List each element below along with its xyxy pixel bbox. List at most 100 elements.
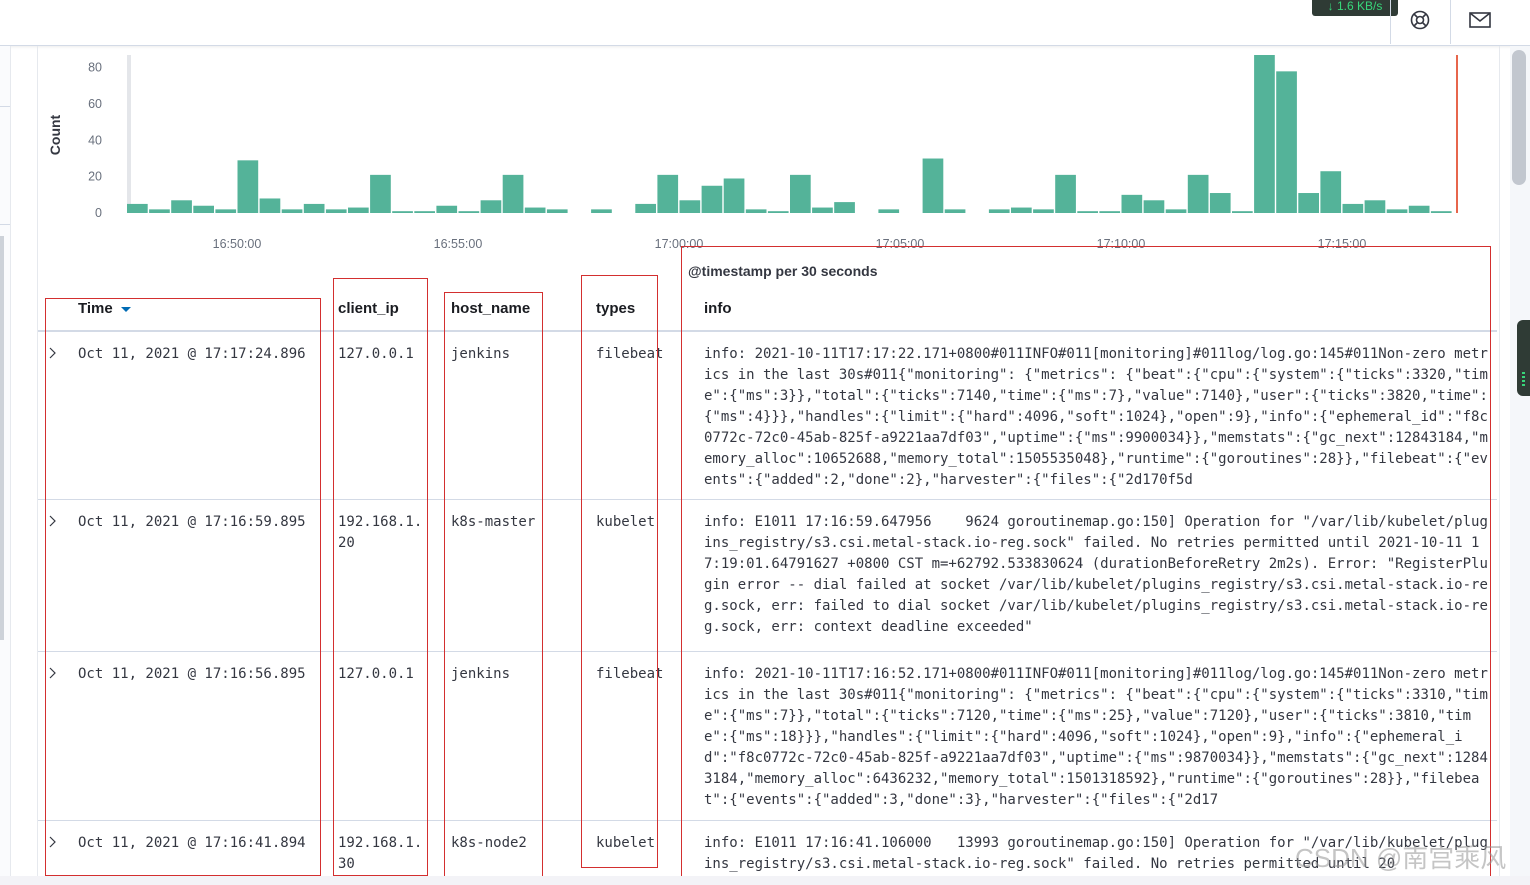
histogram-bar[interactable] [944,209,966,213]
mail-button[interactable] [1450,0,1509,44]
histogram-bar[interactable] [767,211,789,213]
histogram-bar[interactable] [745,209,767,213]
histogram-bars[interactable] [127,55,1458,214]
histogram-bar[interactable] [1055,174,1076,213]
histogram-bar[interactable] [1386,209,1408,213]
histogram-bar[interactable] [1430,211,1452,213]
histogram-bar[interactable] [1320,171,1342,213]
histogram-bar[interactable] [303,203,325,213]
x-tick-label: 17:05:00 [876,237,925,251]
network-speed-badge: ↓ 1.6 KB/s [1312,0,1398,16]
y-tick-label: 60 [88,97,102,111]
table-row[interactable]: Oct 11, 2021 @ 17:16:59.895 192.168.1.20… [38,499,1497,652]
histogram-bar[interactable] [1408,205,1430,213]
histogram-bar[interactable] [922,158,944,213]
column-header-info[interactable]: info [704,300,732,317]
histogram-bar[interactable] [1298,193,1319,213]
histogram-bar[interactable] [171,200,192,213]
histogram-bar[interactable] [436,205,458,213]
histogram-bar[interactable] [259,198,281,213]
histogram-bar[interactable] [458,211,480,213]
histogram-bar[interactable] [1077,211,1098,213]
histogram-bar[interactable] [679,200,701,213]
expand-row-icon[interactable] [48,666,58,680]
column-header-client-ip[interactable]: client_ip [338,300,399,317]
expand-row-icon[interactable] [48,514,58,528]
histogram-bar[interactable] [701,185,723,213]
expand-row-icon[interactable] [48,835,58,849]
column-header-types[interactable]: types [596,300,636,317]
histogram-bar[interactable] [657,174,679,213]
histogram-bar[interactable] [878,209,900,213]
y-axis-line [127,55,131,213]
histogram-bar[interactable] [149,209,170,213]
help-button[interactable] [1390,0,1449,44]
histogram-bar[interactable] [1232,211,1253,213]
histogram-bar[interactable] [1099,211,1121,213]
cell-time: Oct 11, 2021 @ 17:16:59.895 [78,514,306,530]
column-header-time[interactable]: Time [78,298,131,320]
histogram-bar[interactable] [215,209,237,213]
cell-client-ip: 127.0.0.1 [338,666,414,682]
x-axis-label: @timestamp per 30 seconds [688,263,878,279]
histogram-bar[interactable] [812,207,833,213]
left-nav-strip [0,46,11,885]
histogram-bar[interactable] [988,209,1010,213]
bottom-edge [0,876,1530,885]
histogram-bar[interactable] [1033,209,1054,213]
histogram-bar[interactable] [1276,71,1297,214]
cell-host-name: k8s-master [451,514,536,530]
expand-row-icon[interactable] [48,346,58,360]
cell-types: kubelet [596,514,656,530]
histogram-bar[interactable] [348,207,369,213]
histogram-chart[interactable]: 0 20 40 60 80 16:50:00 16:55:00 17:00:00 17:05:… [0,0,1500,290]
side-widget-handle[interactable] [1517,320,1530,396]
histogram-bar[interactable] [546,209,568,213]
table-row[interactable]: Oct 11, 2021 @ 17:16:56.895 127.0.0.1 je… [38,651,1497,821]
histogram-bar[interactable] [237,160,259,213]
histogram-bar[interactable] [1121,194,1143,213]
histogram-bar[interactable] [414,211,435,213]
histogram-bar[interactable] [1165,209,1187,213]
histogram-bar[interactable] [1187,174,1209,213]
cell-types: filebeat [596,346,664,362]
y-tick-label: 0 [95,206,102,220]
histogram-bar[interactable] [834,202,855,213]
histogram-bar[interactable] [1364,200,1386,213]
histogram-bar[interactable] [1342,203,1364,213]
histogram-bar[interactable] [723,178,745,213]
histogram-bar[interactable] [281,209,303,213]
histogram-bar[interactable] [524,207,546,213]
histogram-bar[interactable] [480,200,502,213]
histogram-bar[interactable] [790,174,811,213]
cell-time: Oct 11, 2021 @ 17:17:24.896 [78,346,306,362]
histogram-bar[interactable] [591,209,612,213]
histogram-bar[interactable] [127,203,148,213]
histogram-bar[interactable] [392,211,413,213]
cell-info: info: 2021-10-11T17:16:52.171+0800#011IN… [704,666,1488,808]
cell-host-name: jenkins [451,346,511,362]
x-tick-label: 17:00:00 [655,237,704,251]
y-tick-label: 80 [88,61,102,75]
sort-descending-icon[interactable] [120,298,131,320]
histogram-bar[interactable] [325,209,347,213]
histogram-bar[interactable] [193,205,214,213]
discover-panel [37,46,1500,885]
histogram-bar[interactable] [1011,207,1032,213]
table-row[interactable]: Oct 11, 2021 @ 17:17:24.896 127.0.0.1 je… [38,331,1497,500]
cell-time: Oct 11, 2021 @ 17:16:41.894 [78,835,306,851]
top-navigation-bar: ↓ 1.6 KB/s [0,0,1530,46]
histogram-bar[interactable] [1254,55,1275,213]
histogram-bar[interactable] [1209,193,1231,213]
histogram-bar[interactable] [635,203,656,213]
page-scrollbar-thumb[interactable] [1512,50,1526,185]
cell-host-name: jenkins [451,666,511,682]
table-row[interactable]: Oct 11, 2021 @ 17:16:41.894 192.168.1.30… [38,820,1497,877]
histogram-bar[interactable] [370,174,391,213]
histogram-bar[interactable] [1143,200,1165,213]
column-header-host-name[interactable]: host_name [451,300,531,317]
page-scrollbar-track[interactable] [1510,46,1530,885]
y-tick-label: 20 [88,170,102,184]
histogram-bar[interactable] [502,174,524,213]
x-tick-label: 16:50:00 [213,237,262,251]
